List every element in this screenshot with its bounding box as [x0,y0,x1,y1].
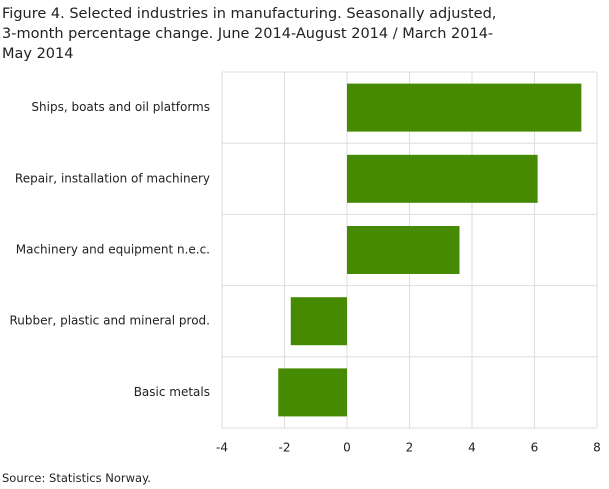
x-tick-label: 2 [406,441,414,455]
x-tick-label: 8 [593,441,601,455]
bar [347,83,582,132]
source-note: Source: Statistics Norway. [2,471,151,485]
bar [290,297,347,346]
bar [347,226,460,274]
x-tick-label: 6 [531,441,539,455]
bar [347,154,538,203]
x-tick-label: -4 [216,441,228,455]
chart-title: Figure 4. Selected industries in manufac… [2,6,497,62]
x-tick-label: 4 [468,441,476,455]
y-tick-label: Rubber, plastic and mineral prod. [10,314,211,328]
y-tick-label: Repair, installation of machinery [15,171,210,185]
x-tick-label: 0 [343,441,351,455]
y-tick-label: Basic metals [134,385,210,399]
x-tick-label: -2 [279,441,291,455]
bar [278,368,347,417]
y-tick-label: Ships, boats and oil platforms [31,100,210,114]
y-tick-label: Machinery and equipment n.e.c. [16,243,210,257]
